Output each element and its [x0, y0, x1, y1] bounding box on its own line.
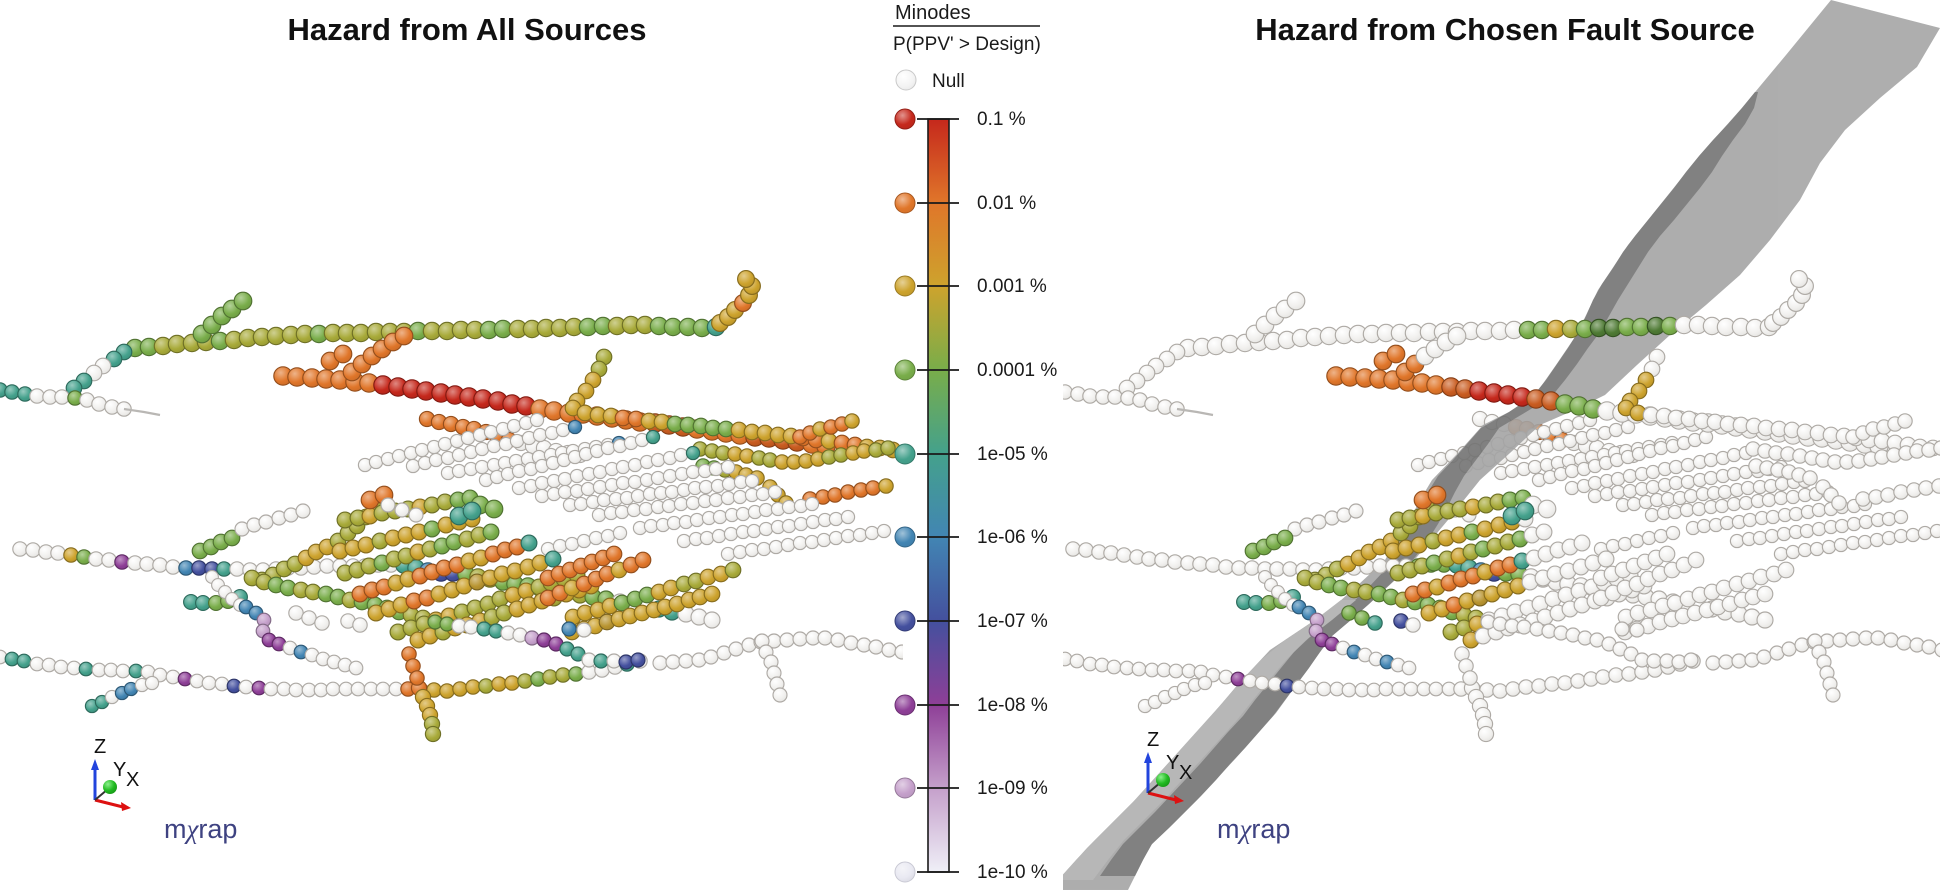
svg-text:Hazard from All Sources: Hazard from All Sources — [288, 12, 647, 47]
svg-text:X: X — [1179, 762, 1192, 784]
svg-text:X: X — [126, 769, 139, 791]
svg-text:1e-08 %: 1e-08 % — [977, 695, 1048, 716]
svg-text:1e-07 %: 1e-07 % — [977, 611, 1048, 632]
svg-text:1e-05 %: 1e-05 % — [977, 444, 1048, 465]
svg-text:Y: Y — [113, 759, 126, 781]
svg-text:P(PPV' > Design): P(PPV' > Design) — [893, 34, 1041, 55]
svg-text:0.001 %: 0.001 % — [977, 276, 1047, 297]
svg-text:1e-09 %: 1e-09 % — [977, 778, 1048, 799]
svg-text:0.01 %: 0.01 % — [977, 193, 1036, 214]
svg-text:Hazard from Chosen Fault Sourc: Hazard from Chosen Fault Source — [1255, 12, 1755, 47]
svg-text:0.0001 %: 0.0001 % — [977, 360, 1057, 381]
svg-text:mχrap: mχrap — [1217, 814, 1290, 844]
svg-text:Y: Y — [1166, 752, 1179, 774]
svg-text:Z: Z — [94, 736, 106, 758]
svg-text:1e-06 %: 1e-06 % — [977, 527, 1048, 548]
svg-text:0.1 %: 0.1 % — [977, 109, 1026, 130]
svg-text:Minodes: Minodes — [895, 2, 971, 24]
svg-text:Z: Z — [1147, 729, 1159, 751]
svg-text:1e-10 %: 1e-10 % — [977, 862, 1048, 883]
svg-text:mχrap: mχrap — [164, 814, 237, 844]
svg-text:Null: Null — [932, 71, 965, 92]
